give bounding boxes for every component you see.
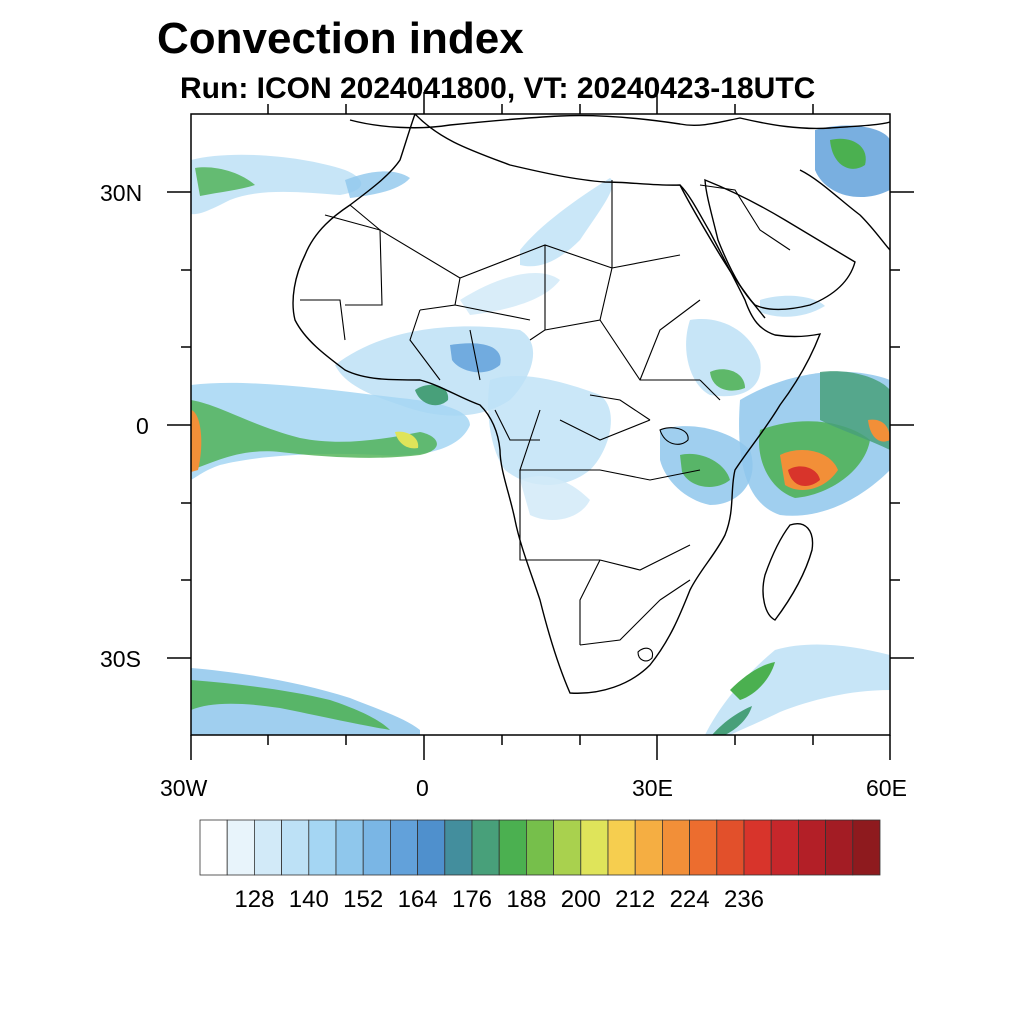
lat-label-30n: 30N <box>100 180 143 206</box>
colorbar-tick-label: 176 <box>451 886 493 913</box>
coastline-layer <box>292 114 890 694</box>
lesotho-outline <box>637 647 654 662</box>
colorbar-swatch <box>526 819 555 876</box>
axis-ticks <box>167 92 914 760</box>
colorbar-swatch <box>226 819 255 876</box>
convection-area-south-indian <box>705 644 890 735</box>
colorbar-swatch <box>498 819 527 876</box>
lake-victoria-outline <box>659 427 689 445</box>
colorbar-tick-label: 140 <box>288 886 329 913</box>
colorbar-swatch <box>770 819 799 876</box>
red-sea-coastline <box>679 184 766 319</box>
convection-peak-indian-ocean <box>788 466 820 486</box>
colorbar-swatch <box>335 819 364 876</box>
convection-core-eq-atlantic <box>191 400 437 470</box>
lon-label-0: 0 <box>416 775 429 801</box>
colorbar-tick-label: 236 <box>723 886 765 913</box>
colorbar-swatch <box>471 819 500 876</box>
convection-peak-eq-atlantic <box>395 431 419 449</box>
colorbar-tick-label: 152 <box>343 886 384 913</box>
convection-core-gulf <box>415 384 449 406</box>
border-lines <box>300 180 791 646</box>
colorbar-swatch <box>553 819 582 876</box>
colorbar-swatch <box>634 819 663 876</box>
colorbar-tick-label: 224 <box>669 886 710 913</box>
colorbar-swatch <box>580 819 609 876</box>
africa-coastline <box>292 114 822 694</box>
lon-label-30w: 30W <box>160 775 208 801</box>
gulf-coastline <box>799 169 890 251</box>
convection-peak-west-edge <box>191 410 202 472</box>
convection-streak-south-indian <box>712 706 752 735</box>
border-layer <box>300 180 791 662</box>
convection-core-south-indian <box>730 662 775 700</box>
arabia-coastline <box>704 178 856 311</box>
chart-title: Convection index <box>157 14 524 63</box>
colorbar-swatch <box>689 819 718 876</box>
convection-area-sahara <box>520 178 613 267</box>
convection-core-south-atlantic <box>191 680 390 730</box>
colorbar-swatch <box>825 819 854 876</box>
convection-core-nw-atlantic <box>195 167 255 196</box>
mediterranean-coast-europe <box>349 114 890 130</box>
colorbar <box>199 819 881 876</box>
convection-core-ethiopia <box>710 369 745 391</box>
colorbar-swatch <box>281 819 310 876</box>
madagascar-coastline <box>762 523 814 621</box>
colorbar-swatch <box>199 819 228 876</box>
colorbar-tick-label: 188 <box>506 886 547 913</box>
convection-core-middle-east-ne <box>830 138 866 169</box>
colorbar-swatch <box>798 819 827 876</box>
convection-area-nw-atlantic <box>191 154 362 215</box>
lon-label-30e: 30E <box>632 775 673 801</box>
convection-field-layer <box>191 125 890 735</box>
lat-label-0: 0 <box>136 413 149 439</box>
lon-label-60e: 60E <box>866 775 907 801</box>
colorbar-swatch <box>716 819 745 876</box>
convection-area-med <box>345 171 410 198</box>
lat-label-30s: 30S <box>100 646 141 672</box>
colorbar-swatch <box>607 819 636 876</box>
convection-area-yemen <box>760 295 825 317</box>
colorbar-tick-label: 212 <box>615 886 656 913</box>
convection-area-central-africa <box>488 375 611 485</box>
convection-peak-east-edge <box>868 419 890 442</box>
colorbar-tick-label: 200 <box>560 886 601 913</box>
convection-area-congo <box>520 476 590 520</box>
chart-subtitle: Run: ICON 2024041800, VT: 20240423-18UTC <box>180 72 816 105</box>
convection-area-sahel <box>460 272 560 315</box>
colorbar-swatch <box>662 819 691 876</box>
colorbar-swatch <box>362 819 391 876</box>
convection-core-kenya-tanzania <box>680 453 730 487</box>
colorbar-swatch <box>417 819 446 876</box>
convection-area-ethiopia <box>686 319 761 397</box>
colorbar-swatch <box>852 819 881 876</box>
colorbar-swatch <box>308 819 337 876</box>
colorbar-swatch <box>253 819 282 876</box>
convection-area-eq-atlantic <box>191 382 470 480</box>
colorbar-swatch <box>444 819 473 876</box>
colorbar-tick-label: 128 <box>234 886 275 913</box>
colorbar-tick-label: 164 <box>397 886 438 913</box>
colorbar-swatch <box>389 819 418 876</box>
colorbar-swatch <box>743 819 772 876</box>
